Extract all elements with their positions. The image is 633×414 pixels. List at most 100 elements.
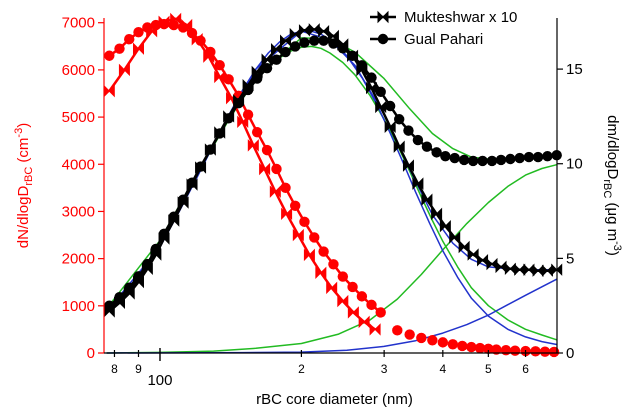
series-4-point-3	[132, 275, 144, 289]
series-4-point-20	[289, 27, 301, 41]
series-4-point-6	[158, 232, 170, 245]
series-4-point-44	[514, 263, 526, 276]
x-minor-tick-label-2: 2	[298, 362, 305, 376]
series-3-point-44	[514, 152, 525, 164]
series-4-point-2	[123, 287, 135, 300]
right-y-tick-label-3: 15	[566, 61, 583, 78]
series-2-point-23	[369, 323, 381, 336]
series-2-point-20	[337, 294, 349, 308]
series-0-point-28	[366, 299, 377, 311]
series-3-point-29	[375, 86, 386, 98]
series-4-point-36	[439, 219, 451, 233]
series-4-point-8	[177, 196, 189, 209]
series-4-point-13	[223, 110, 235, 123]
left-y-tick-label-7: 7000	[62, 15, 95, 32]
series-2-point-5	[170, 12, 182, 26]
series-3-point-34	[421, 141, 433, 152]
series-4-point-21	[298, 24, 310, 37]
series-2-point-21	[347, 306, 359, 319]
left-y-axis-title-sub: rBC	[23, 167, 35, 186]
series-4-point-26	[347, 49, 359, 63]
series-2-line	[108, 17, 376, 331]
series-3-point-32	[403, 125, 414, 136]
series-4-point-38	[458, 240, 470, 254]
series-2-point-19	[326, 281, 338, 295]
left-y-axis-title-unit: (cm	[15, 138, 32, 167]
series-3-point-20	[289, 41, 301, 52]
series-2-point-4	[158, 15, 170, 28]
series-4-point-4	[141, 262, 153, 275]
series-2-point-6	[181, 18, 193, 32]
series-1-point-6	[457, 340, 468, 352]
series-1-point-0	[392, 325, 403, 336]
series-4-point-30	[384, 120, 396, 134]
left-y-tick-label-4: 4000	[62, 156, 95, 173]
right-y-tick-label-0: 0	[566, 345, 574, 362]
series-1-point-16	[548, 346, 560, 358]
series-1-point-2	[416, 332, 427, 344]
fit-lines-layer	[106, 30, 558, 354]
series-2-point-9	[214, 70, 226, 84]
series-3-point-23	[318, 35, 329, 46]
series-2-point-11	[237, 115, 249, 129]
series-0-point-19	[280, 182, 291, 194]
series-4-point-28	[366, 81, 378, 95]
series-3-point-39	[467, 155, 479, 167]
series-0-point-21	[299, 216, 310, 228]
x-axis-title: rBC core diameter (nm)	[256, 391, 413, 408]
series-0-point-16	[251, 126, 263, 138]
series-3-point-33	[412, 134, 424, 146]
x-minor-tick-label-4: 4	[439, 362, 446, 376]
series-2-point-14	[269, 185, 281, 198]
series-1-point-7	[466, 341, 477, 353]
series-0-point-25	[337, 271, 349, 282]
series-0-point-15	[242, 109, 254, 120]
legend-label-0: Mukteshwar x 10	[404, 9, 517, 26]
series-0-point-12	[214, 59, 225, 71]
series-4-point-15	[242, 78, 254, 92]
series-0-point-13	[223, 74, 234, 85]
right-y-axis-title-main: dm/dlogD	[604, 115, 621, 179]
legend-marker-0	[377, 10, 389, 24]
series-2-point-7	[191, 33, 203, 46]
series-2-point-18	[315, 266, 327, 279]
left-y-tick-label-6: 6000	[62, 62, 95, 79]
series-0-point-27	[356, 291, 368, 302]
series-4-point-31	[393, 140, 405, 153]
series-4-point-12	[214, 126, 226, 139]
right-y-axis-title-sub: rBC	[601, 179, 613, 198]
series-1-point-14	[530, 346, 541, 357]
left-y-tick-label-1: 1000	[62, 298, 95, 315]
series-10-line	[106, 30, 557, 312]
series-3-point-46	[532, 151, 544, 163]
x-minor-tick-label-3: 3	[381, 362, 388, 376]
series-3-point-19	[280, 46, 291, 58]
series-2-point-3	[146, 25, 158, 38]
series-0-point-23	[318, 246, 329, 257]
left-y-axis-title-sup: -3	[13, 128, 25, 138]
series-2-point-1	[118, 63, 130, 77]
series-4-point-11	[204, 143, 216, 156]
series-2-point-2	[132, 42, 144, 55]
series-3-point-38	[458, 154, 470, 166]
series-3-point-28	[366, 72, 377, 83]
series-3-point-40	[477, 155, 488, 167]
series-2-point-8	[203, 50, 215, 63]
series-layer	[103, 12, 563, 358]
series-3-point-31	[394, 114, 405, 125]
right-y-axis-title: dm/dlogDrBC (μg m-3)	[601, 115, 623, 256]
series-0-point-17	[261, 144, 273, 156]
series-0-point-3	[133, 26, 144, 38]
series-4-point-25	[337, 38, 349, 51]
series-4-point-46	[532, 264, 544, 277]
series-4-point-42	[495, 260, 507, 274]
series-4-point-7	[168, 214, 180, 227]
series-2-point-0	[103, 84, 115, 98]
series-4-point-45	[523, 263, 535, 276]
series-0-point-1	[114, 43, 125, 54]
series-4-point-35	[431, 207, 443, 221]
series-0-point-20	[289, 200, 301, 211]
series-4-point-22	[308, 23, 320, 36]
right-y-axis-title-unit: (μg m	[604, 198, 621, 241]
x-minor-tick-label-1: 9	[135, 362, 142, 376]
